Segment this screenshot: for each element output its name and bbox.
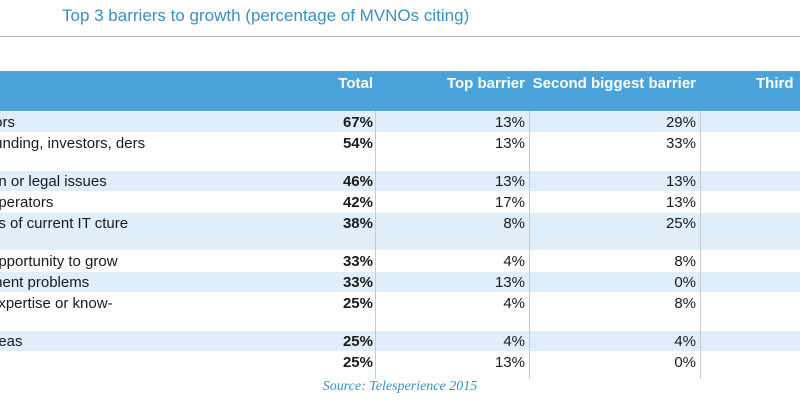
total-value: 25%	[342, 295, 373, 312]
second-barrier-value: 8%	[674, 295, 696, 312]
column-divider	[529, 111, 530, 379]
table-row: operators 42% 17% 13%	[0, 192, 800, 213]
third-barrier-value	[698, 352, 800, 372]
barrier-name: tors	[0, 114, 16, 131]
barriers-table: Total Top barrier Second biggest barrier…	[0, 71, 800, 373]
third-barrier-value	[698, 171, 800, 191]
third-barrier-value	[698, 112, 800, 132]
table-row: on or legal issues 46% 13% 13%	[0, 171, 800, 192]
barrier-name: ment problems	[0, 274, 90, 291]
column-divider	[700, 111, 701, 379]
header-barrier	[0, 71, 300, 111]
second-barrier-value: 13%	[665, 173, 696, 190]
barrier-name: ns of current IT cture	[0, 215, 129, 232]
table-row: expertise or know- 25% 4% 8%	[0, 293, 800, 331]
table-row: opportunity to grow 33% 4% 8%	[0, 251, 800, 272]
second-barrier-value: 25%	[665, 215, 696, 232]
header-total: Total	[338, 75, 373, 92]
source-note: Source: Telesperience 2015	[322, 379, 478, 394]
table-row: 25% 13% 0%	[0, 352, 800, 373]
top-barrier-value: 8%	[503, 215, 525, 232]
table-header-row: Total Top barrier Second biggest barrier…	[0, 71, 800, 112]
table-title: Top 3 barriers to growth (percentage of …	[62, 6, 470, 25]
total-value: 54%	[342, 135, 373, 152]
top-barrier-value: 17%	[494, 194, 525, 211]
second-barrier-value: 0%	[674, 354, 696, 371]
third-barrier-value	[698, 293, 800, 330]
total-value: 33%	[342, 274, 373, 291]
total-value: 25%	[342, 333, 373, 350]
barrier-name: on or legal issues	[0, 173, 107, 190]
top-barrier-value: 13%	[494, 354, 525, 371]
third-barrier-value	[698, 251, 800, 271]
total-value: 42%	[342, 194, 373, 211]
top-barrier-value: 4%	[503, 333, 525, 350]
second-barrier-value: 33%	[665, 135, 696, 152]
third-barrier-value	[698, 133, 800, 170]
barrier-name: funding, investors, ders	[0, 135, 146, 152]
barrier-name: opportunity to grow	[0, 253, 118, 270]
barrier-name	[0, 352, 300, 372]
total-value: 46%	[342, 173, 373, 190]
top-barrier-value: 13%	[494, 173, 525, 190]
table-row: deas 25% 4% 4%	[0, 331, 800, 352]
table-row: ment problems 33% 13% 0%	[0, 272, 800, 293]
header-top-barrier: Top barrier	[446, 75, 525, 92]
barrier-name: operators	[0, 194, 54, 211]
top-barrier-value: 13%	[494, 274, 525, 291]
top-barrier-value: 4%	[503, 253, 525, 270]
top-barrier-value: 4%	[503, 295, 525, 312]
total-value: 25%	[342, 354, 373, 371]
barrier-name: expertise or know-	[0, 295, 113, 312]
total-value: 38%	[342, 215, 373, 232]
table-row: funding, investors, ders 54% 13% 33%	[0, 133, 800, 171]
top-barrier-value: 13%	[494, 114, 525, 131]
second-barrier-value: 13%	[665, 194, 696, 211]
third-barrier-value	[698, 192, 800, 212]
title-divider	[0, 36, 800, 37]
second-barrier-value: 0%	[674, 274, 696, 291]
barrier-name: deas	[0, 333, 23, 350]
header-third-barrier: Third	[756, 75, 794, 92]
third-barrier-value	[698, 272, 800, 292]
table-row: ns of current IT cture 38% 8% 25%	[0, 213, 800, 251]
top-barrier-value: 13%	[494, 135, 525, 152]
total-value: 33%	[342, 253, 373, 270]
second-barrier-value: 29%	[665, 114, 696, 131]
table-row: tors 67% 13% 29%	[0, 112, 800, 133]
column-divider	[375, 111, 376, 379]
third-barrier-value	[698, 213, 800, 250]
header-second-barrier: Second biggest barrier	[532, 75, 696, 92]
second-barrier-value: 8%	[674, 253, 696, 270]
total-value: 67%	[342, 114, 373, 131]
second-barrier-value: 4%	[674, 333, 696, 350]
third-barrier-value	[698, 331, 800, 351]
